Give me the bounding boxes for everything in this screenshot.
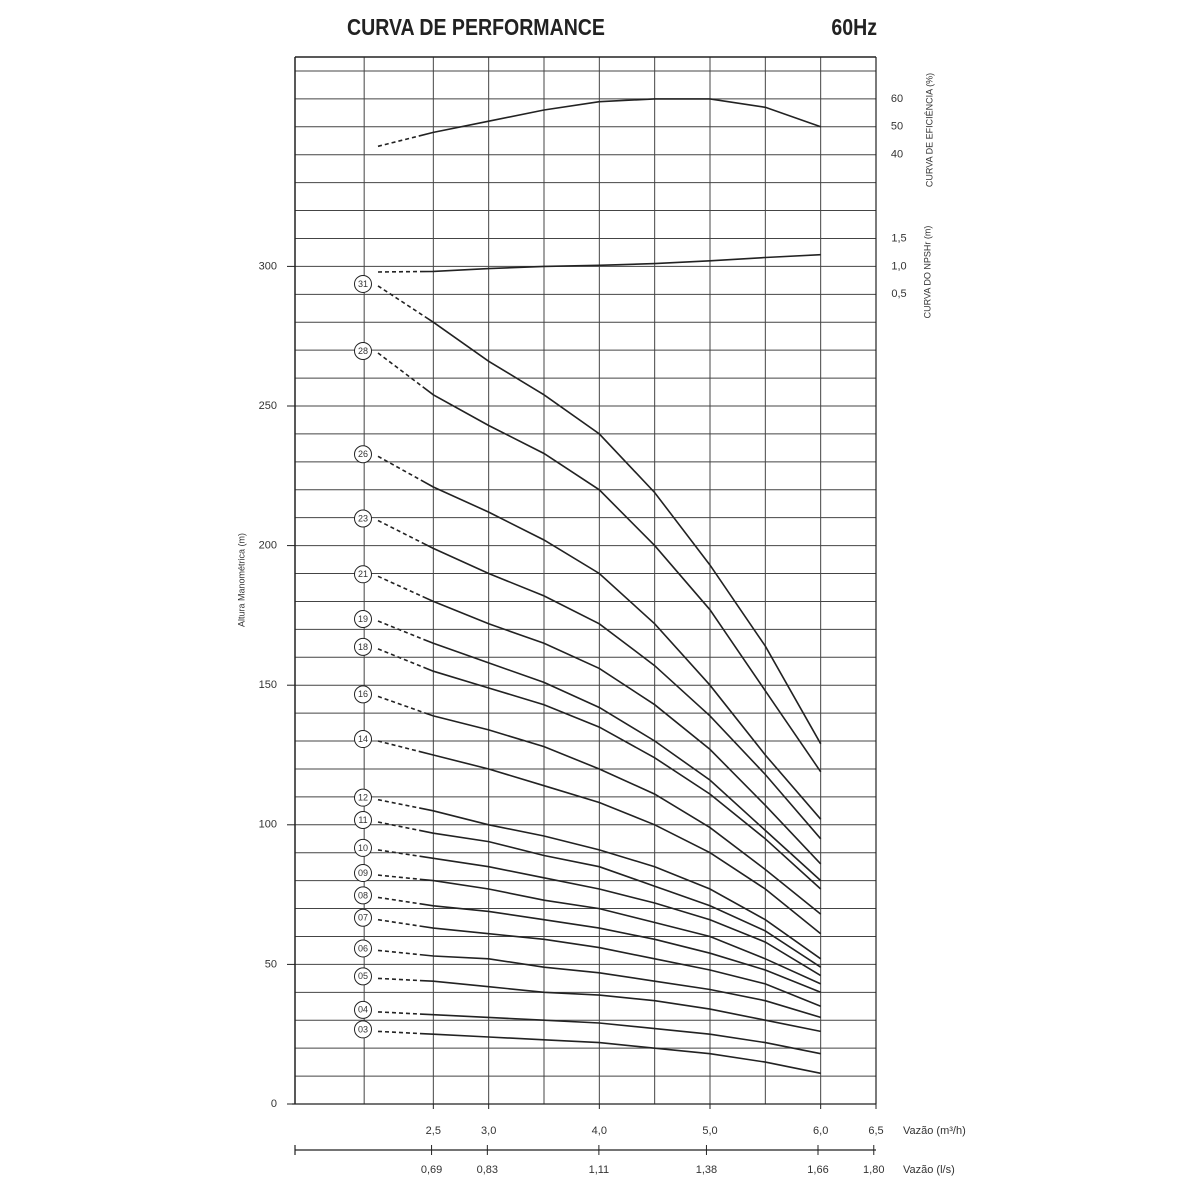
y-tick-label: 50 bbox=[265, 958, 277, 970]
x-tick-label: 4,0 bbox=[592, 1125, 607, 1137]
stage-label: 21 bbox=[358, 569, 368, 579]
y-tick-label: 100 bbox=[259, 819, 277, 831]
stage-label: 23 bbox=[358, 513, 368, 523]
x2-tick-label: 1,80 bbox=[863, 1164, 884, 1176]
stage-marker bbox=[354, 565, 372, 584]
stage-label: 31 bbox=[358, 279, 368, 289]
stage-label: 07 bbox=[358, 913, 368, 923]
stage-marker bbox=[354, 788, 372, 807]
stage-label: 09 bbox=[358, 868, 368, 878]
stage-marker bbox=[354, 341, 372, 360]
x-tick-label: 3,0 bbox=[481, 1125, 496, 1137]
head-curve bbox=[377, 821, 822, 968]
chart-subtitle: 60Hz bbox=[831, 15, 877, 41]
x-tick-label: 5,0 bbox=[702, 1125, 717, 1137]
head-curve bbox=[377, 695, 822, 915]
y-tick-label: 200 bbox=[259, 540, 277, 552]
stage-label: 08 bbox=[358, 890, 368, 900]
stage-label: 28 bbox=[358, 346, 368, 356]
stage-label: 11 bbox=[358, 815, 367, 825]
efficiency-tick-label: 40 bbox=[891, 149, 903, 161]
head-curve bbox=[377, 519, 822, 840]
y-tick-label: 0 bbox=[271, 1098, 277, 1110]
efficiency-axis-label: CURVA DE EFICIÊNCIA (%) bbox=[924, 73, 934, 187]
y-axis-label: Altura Manométrica (m) bbox=[236, 533, 246, 627]
stage-marker bbox=[354, 637, 372, 656]
stage-label: 14 bbox=[358, 734, 368, 744]
stage-marker bbox=[354, 939, 372, 958]
x2-tick-label: 1,38 bbox=[696, 1164, 717, 1176]
head-curve bbox=[377, 949, 821, 1019]
stage-label: 05 bbox=[358, 971, 368, 981]
npsh-tick-label: 1,5 bbox=[891, 232, 906, 244]
head-curve bbox=[377, 1011, 821, 1055]
efficiency-tick-label: 60 bbox=[891, 93, 903, 105]
head-curve bbox=[377, 798, 822, 960]
npsh-curve bbox=[377, 253, 821, 273]
stage-label: 12 bbox=[358, 793, 368, 803]
y-tick-label: 300 bbox=[259, 260, 277, 272]
x-tick-label: 6,0 bbox=[813, 1125, 828, 1137]
stage-marker bbox=[354, 838, 372, 857]
stage-label: 19 bbox=[358, 614, 368, 624]
head-curve bbox=[377, 575, 822, 865]
stage-marker bbox=[354, 445, 372, 464]
stage-label: 26 bbox=[358, 449, 368, 459]
x-tick-label: 2,5 bbox=[426, 1125, 441, 1137]
stage-label: 16 bbox=[358, 689, 368, 699]
stage-marker bbox=[354, 274, 372, 293]
chart-title: CURVA DE PERFORMANCE bbox=[347, 15, 605, 41]
stage-label: 03 bbox=[358, 1024, 368, 1034]
head-curve bbox=[377, 740, 822, 935]
y-tick-label: 150 bbox=[259, 679, 277, 691]
x2-axis-label: Vazão (l/s) bbox=[903, 1164, 955, 1176]
npsh-tick-label: 1,0 bbox=[891, 260, 906, 272]
stage-marker bbox=[354, 730, 372, 749]
head-curve bbox=[377, 1030, 821, 1075]
efficiency-curve bbox=[377, 98, 821, 148]
stage-marker bbox=[354, 685, 372, 704]
x2-tick-label: 1,66 bbox=[807, 1164, 828, 1176]
stage-marker bbox=[354, 509, 372, 528]
x-tick-label: 6,5 bbox=[868, 1125, 883, 1137]
npsh-tick-label: 0,5 bbox=[891, 288, 906, 300]
head-curve bbox=[377, 352, 822, 773]
stage-marker bbox=[354, 811, 372, 830]
npsh-axis-label: CURVA DO NPSHr (m) bbox=[922, 226, 932, 319]
stage-label: 18 bbox=[358, 642, 368, 652]
stage-marker bbox=[354, 967, 372, 986]
x2-tick-label: 0,69 bbox=[421, 1164, 442, 1176]
head-curve bbox=[377, 620, 822, 882]
head-curve bbox=[377, 896, 821, 994]
y-tick-label: 250 bbox=[259, 400, 277, 412]
stage-marker bbox=[354, 1000, 372, 1019]
head-curve bbox=[377, 648, 822, 890]
stage-marker bbox=[354, 908, 372, 927]
stage-marker bbox=[354, 1020, 372, 1039]
stage-marker bbox=[354, 609, 372, 628]
stage-label: 10 bbox=[358, 843, 368, 853]
head-curve bbox=[377, 918, 821, 1008]
head-curve bbox=[377, 285, 822, 745]
head-curve bbox=[377, 874, 822, 985]
stage-label: 06 bbox=[358, 943, 368, 953]
head-curve bbox=[377, 849, 822, 977]
head-curve bbox=[377, 977, 821, 1033]
efficiency-tick-label: 50 bbox=[891, 121, 903, 133]
x2-tick-label: 0,83 bbox=[477, 1164, 498, 1176]
stage-marker bbox=[354, 886, 372, 905]
stage-label: 04 bbox=[358, 1005, 368, 1015]
head-curve bbox=[377, 455, 822, 820]
x2-tick-label: 1,11 bbox=[589, 1164, 610, 1176]
x-axis-label: Vazão (m³/h) bbox=[903, 1125, 966, 1137]
stage-marker bbox=[354, 864, 372, 883]
